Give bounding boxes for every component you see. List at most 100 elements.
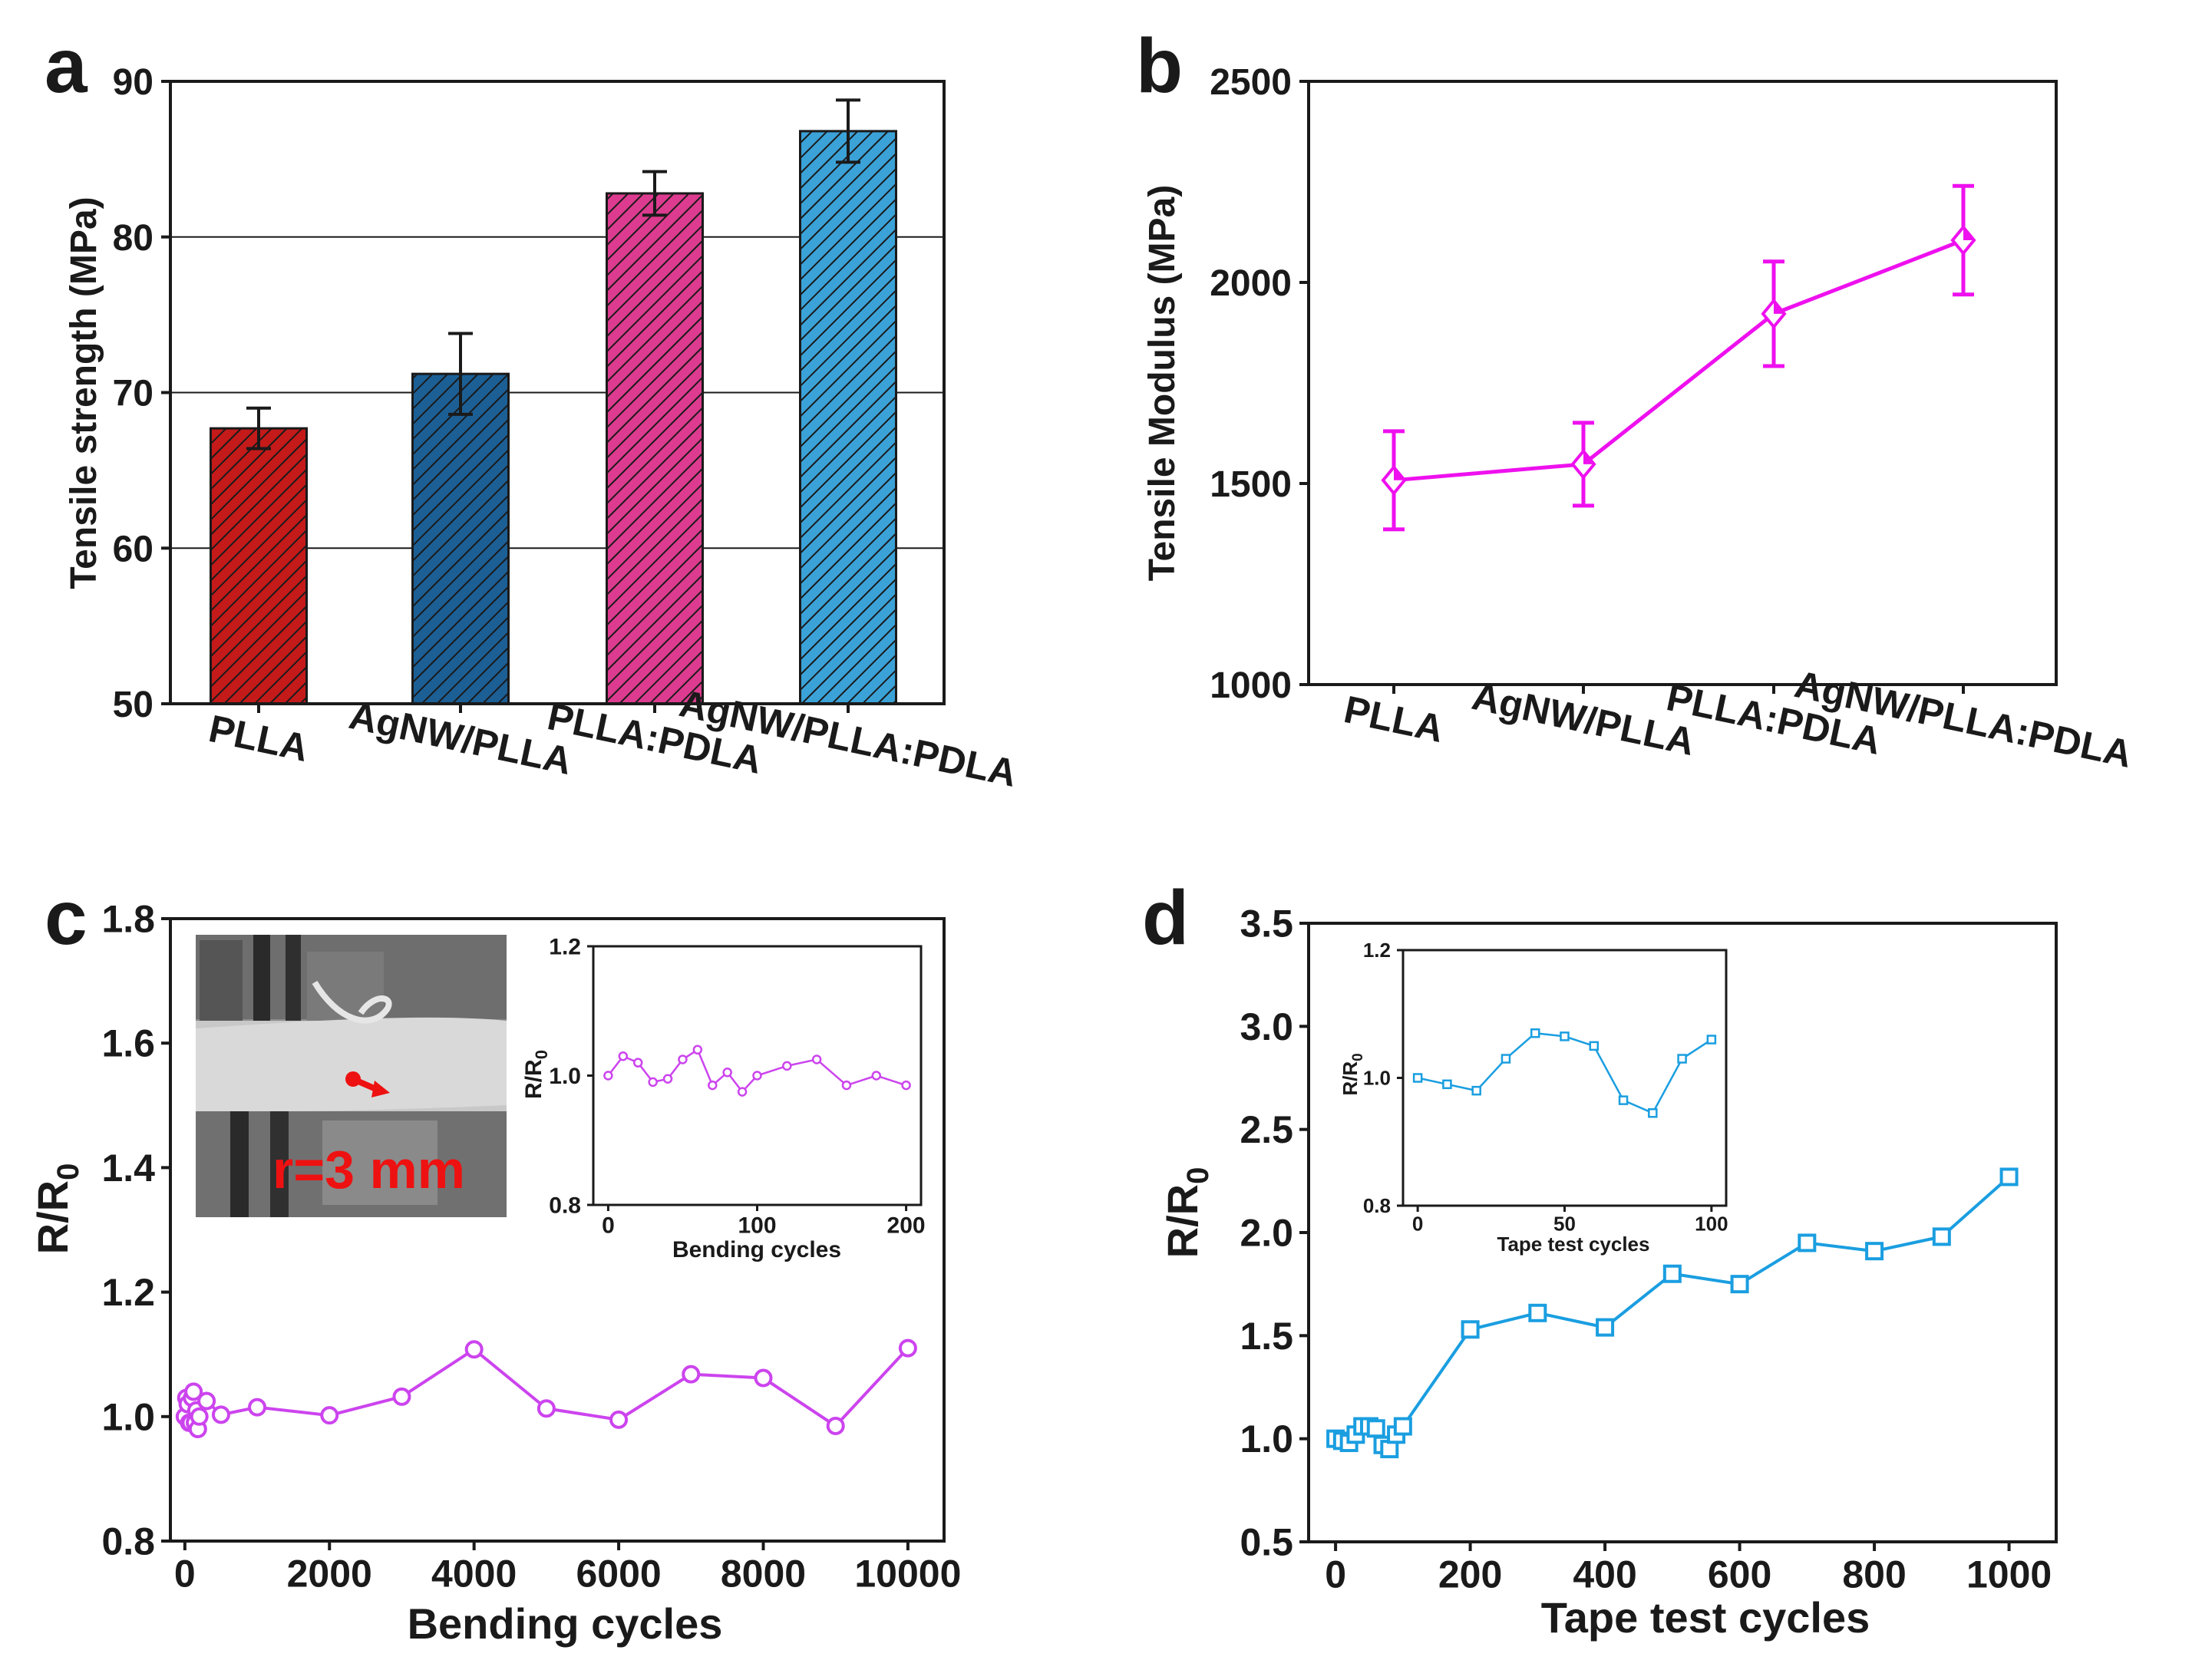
c-inset-y-tick-label: 0.8 bbox=[549, 1193, 581, 1219]
c-point bbox=[248, 1398, 267, 1417]
bending-test-photo: r=3 mm bbox=[196, 935, 507, 1217]
marker-diamond-half-b bbox=[1583, 451, 1594, 464]
d-inset-point bbox=[1471, 1085, 1481, 1096]
d-point bbox=[1865, 1242, 1884, 1261]
y-axis-label-c-sub: 0 bbox=[51, 1163, 85, 1180]
bar-agnw-plla-pdla bbox=[799, 130, 897, 705]
d-point bbox=[1662, 1264, 1682, 1283]
y-tick-label-a: 90 bbox=[113, 62, 154, 103]
x-tick-label-a: PLLA bbox=[205, 707, 312, 770]
x-tick-label-b: PLLA bbox=[1340, 688, 1447, 751]
c-inset-point bbox=[662, 1074, 673, 1084]
marker-diamond-half-b bbox=[1394, 467, 1405, 480]
d-inset-y-tick-label: 1.0 bbox=[1363, 1067, 1391, 1090]
d-inset-point bbox=[1560, 1031, 1570, 1041]
c-inset-point bbox=[678, 1054, 688, 1064]
y-tick-label-b: 1000 bbox=[1210, 665, 1292, 706]
d-inset-point bbox=[1618, 1095, 1629, 1105]
marker-diamond-half-b bbox=[1774, 300, 1784, 314]
c-point bbox=[682, 1365, 701, 1384]
d-inset-point bbox=[1589, 1041, 1600, 1051]
c-inset-point bbox=[632, 1058, 643, 1068]
d-inset-y-tick-label: 0.8 bbox=[1363, 1194, 1391, 1217]
c-inset-point bbox=[841, 1080, 852, 1091]
c-inset-point bbox=[692, 1045, 703, 1055]
d-point bbox=[1798, 1233, 1817, 1252]
d-point bbox=[1596, 1318, 1615, 1337]
d-point bbox=[1461, 1320, 1480, 1339]
y-tick-label-b: 2000 bbox=[1210, 263, 1292, 304]
inset-y-axis-label-c-sub: 0 bbox=[532, 1050, 551, 1059]
d-point bbox=[1393, 1417, 1412, 1436]
c-x-tick-label: 10000 bbox=[854, 1553, 961, 1596]
marker-diamond-half-b bbox=[1963, 226, 1974, 240]
c-inset-point bbox=[737, 1087, 748, 1097]
c-y-tick-label: 1.8 bbox=[101, 898, 155, 941]
c-y-tick-label: 1.2 bbox=[101, 1271, 155, 1314]
c-point bbox=[826, 1416, 845, 1435]
c-point bbox=[609, 1410, 629, 1429]
c-y-tick-label: 0.8 bbox=[101, 1520, 155, 1563]
d-inset-point bbox=[1648, 1108, 1658, 1118]
inset-frame-c bbox=[592, 945, 923, 1206]
d-y-tick-label: 1.5 bbox=[1240, 1315, 1293, 1358]
d-x-tick-label: 400 bbox=[1573, 1553, 1636, 1596]
d-inset-point bbox=[1412, 1073, 1423, 1083]
c-x-tick-label: 8000 bbox=[721, 1553, 806, 1596]
panel-label-d: d bbox=[1142, 875, 1189, 961]
y-tick-label-a: 70 bbox=[113, 374, 154, 414]
c-inset-point bbox=[901, 1080, 911, 1091]
c-point bbox=[190, 1407, 209, 1426]
d-point bbox=[1528, 1303, 1547, 1322]
y-tick-label-a: 60 bbox=[113, 529, 154, 569]
d-series-line bbox=[1335, 1175, 2010, 1451]
y-axis-label-c: R/R0 bbox=[28, 1163, 85, 1255]
c-point bbox=[184, 1382, 203, 1401]
d-inset-point bbox=[1501, 1054, 1511, 1064]
x-axis-label-d: Tape test cycles bbox=[1541, 1593, 1870, 1642]
c-inset-point bbox=[752, 1071, 762, 1081]
d-x-tick-label: 800 bbox=[1842, 1553, 1906, 1596]
inset-x-axis-label-c: Bending cycles bbox=[672, 1237, 841, 1262]
bar-agnw-plla bbox=[411, 372, 510, 705]
d-inset-y-tick-label: 1.2 bbox=[1363, 939, 1391, 962]
y-tick-label-b: 2500 bbox=[1210, 62, 1292, 103]
c-inset-point bbox=[811, 1054, 822, 1064]
d-point bbox=[1730, 1275, 1749, 1294]
c-point bbox=[898, 1338, 917, 1358]
y-axis-label-a: Tensile strength (MPa) bbox=[64, 196, 104, 589]
plot-frame-b bbox=[1307, 80, 2058, 686]
c-point bbox=[211, 1405, 230, 1424]
chart-panel-c: 0.81.01.21.41.61.8 0 2000 4000 6000 8000 1000… bbox=[28, 898, 961, 1649]
c-inset-point bbox=[618, 1051, 629, 1061]
d-inset-x-tick-label: 100 bbox=[1695, 1213, 1728, 1236]
c-inset-x-tick-label: 0 bbox=[602, 1213, 615, 1239]
c-inset-point bbox=[782, 1061, 792, 1071]
bar-plla-pdla bbox=[606, 192, 704, 705]
d-y-tick-label: 2.5 bbox=[1240, 1108, 1293, 1151]
c-point bbox=[754, 1368, 773, 1388]
d-inset-point bbox=[1442, 1079, 1452, 1090]
inset-y-axis-label-c-main: R/R bbox=[521, 1059, 546, 1099]
y-axis-label-b: Tensile Modulus (MPa) bbox=[1142, 185, 1183, 581]
d-y-tick-label: 3.5 bbox=[1240, 903, 1293, 946]
d-inset-x-tick-label: 0 bbox=[1412, 1213, 1423, 1236]
panel-label-b: b bbox=[1136, 23, 1183, 109]
c-point bbox=[536, 1399, 556, 1418]
y-axis-label-d-sub: 0 bbox=[1181, 1167, 1215, 1184]
c-inset-point bbox=[648, 1077, 658, 1087]
c-point bbox=[392, 1387, 411, 1406]
d-point bbox=[1366, 1419, 1385, 1438]
d-y-tick-label: 0.5 bbox=[1240, 1521, 1293, 1564]
y-axis-label-d-main: R/R bbox=[1158, 1184, 1207, 1258]
d-y-tick-label: 2.0 bbox=[1240, 1212, 1293, 1255]
d-point bbox=[1999, 1167, 2019, 1186]
d-inset-x-tick-label: 50 bbox=[1553, 1213, 1576, 1236]
y-axis-label-d: R/R0 bbox=[1158, 1167, 1215, 1259]
d-x-tick-label: 600 bbox=[1708, 1553, 1771, 1596]
d-x-tick-label: 200 bbox=[1438, 1553, 1502, 1596]
c-point bbox=[197, 1391, 216, 1411]
